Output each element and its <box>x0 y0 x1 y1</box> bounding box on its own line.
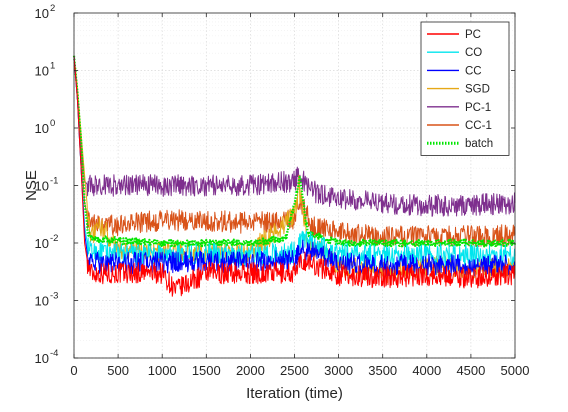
y-tick-exponent: 0 <box>50 118 55 129</box>
legend-label-cc: CC <box>465 65 482 77</box>
y-tick-label: 10 <box>35 64 49 79</box>
y-axis-label: NSE <box>23 170 40 201</box>
x-tick-label: 1500 <box>192 363 221 378</box>
legend-label-sgd: SGD <box>465 84 490 96</box>
x-tick-label: 3500 <box>368 363 397 378</box>
y-tick-exponent: -1 <box>50 176 58 187</box>
series-line-pc-1 <box>73 55 516 217</box>
y-tick-label: 10 <box>35 351 49 366</box>
series-line-pc <box>73 55 516 297</box>
y-tick-exponent: -2 <box>50 233 58 244</box>
series-line-cc-1 <box>73 55 516 248</box>
legend-label-pc: PC <box>465 29 481 41</box>
y-tick-label: 10 <box>35 236 49 251</box>
legend: PC CO CC SGD PC-1 CC-1 batch <box>420 21 510 156</box>
y-tick-label: 10 <box>35 294 49 309</box>
y-tick-label: 10 <box>35 121 49 136</box>
y-tick-exponent: 2 <box>50 3 55 14</box>
x-tick-label: 0 <box>70 363 77 378</box>
x-tick-label: 4000 <box>412 363 441 378</box>
y-tick-label: 10 <box>35 179 49 194</box>
legend-label-cc-1: CC-1 <box>465 120 492 132</box>
x-tick-label: 5000 <box>501 363 530 378</box>
legend-label-pc-1: PC-1 <box>465 102 491 114</box>
series-line-batch <box>72 55 517 248</box>
x-tick-label: 2000 <box>236 363 265 378</box>
y-tick-exponent: -4 <box>50 348 58 359</box>
x-tick-label: 3000 <box>324 363 353 378</box>
x-tick-label: 2500 <box>280 363 309 378</box>
x-tick-label: 1000 <box>148 363 177 378</box>
y-tick-exponent: 1 <box>50 61 55 72</box>
series-line-co <box>73 55 516 268</box>
legend-label-co: CO <box>465 47 482 59</box>
x-tick-label: 500 <box>107 363 129 378</box>
ticks: 0 500 1000 1500 2000 2500 3000 3500 4000 4500 5000… <box>35 3 530 378</box>
x-axis-label: Iteration (time) <box>246 385 343 402</box>
legend-label-batch: batch <box>465 138 493 150</box>
y-tick-exponent: -3 <box>50 291 58 302</box>
series-group <box>72 55 517 297</box>
x-tick-label: 4500 <box>456 363 485 378</box>
y-tick-label: 10 <box>35 6 49 21</box>
